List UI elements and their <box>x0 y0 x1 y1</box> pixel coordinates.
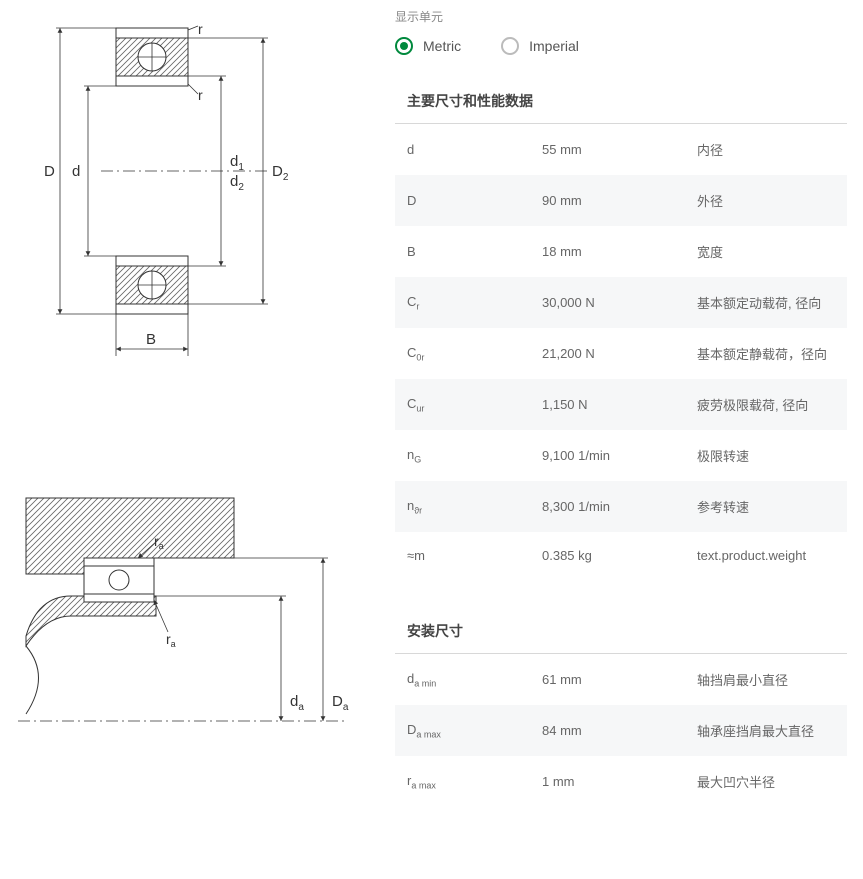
data-row: C0r21,200 N基本额定静载荷，径向 <box>395 328 847 379</box>
row-description: 轴承座挡肩最大直径 <box>697 721 835 740</box>
row-value: 8,300 1/min <box>542 499 697 514</box>
row-symbol: ≈m <box>407 548 542 563</box>
row-value: 1 mm <box>542 774 697 789</box>
row-symbol: Cur <box>407 396 542 414</box>
data-row: d55 mm内径 <box>395 124 847 175</box>
data-row: Cr30,000 N基本额定动载荷, 径向 <box>395 277 847 328</box>
units-heading: 显示单元 <box>395 8 847 25</box>
row-value: 61 mm <box>542 672 697 687</box>
data-row: ra max1 mm最大凹穴半径 <box>395 756 847 807</box>
dim-d1-label: d1 <box>230 153 244 173</box>
row-symbol: Da max <box>407 722 542 740</box>
row-description: 基本额定动载荷, 径向 <box>697 293 835 312</box>
dim-r-bot: r <box>198 87 203 103</box>
row-description: 极限转速 <box>697 446 835 465</box>
row-symbol: nG <box>407 447 542 465</box>
data-row: B18 mm宽度 <box>395 226 847 277</box>
row-description: 内径 <box>697 140 835 159</box>
row-description: 参考转速 <box>697 497 835 516</box>
row-description: 疲劳极限载荷, 径向 <box>697 395 835 414</box>
dim-D2-label: D2 <box>272 163 289 183</box>
section-title: 主要尺寸和性能数据 <box>407 91 847 111</box>
dim-Da-label: Da <box>332 693 349 713</box>
units-radio-group: Metric Imperial <box>395 37 847 55</box>
row-value: 18 mm <box>542 244 697 259</box>
row-symbol: Cr <box>407 294 542 312</box>
radio-imperial-indicator <box>501 37 519 55</box>
row-symbol: nϑr <box>407 498 542 516</box>
row-value: 90 mm <box>542 193 697 208</box>
data-row: da min61 mm轴挡肩最小直径 <box>395 654 847 705</box>
data-row: Cur1,150 N疲劳极限载荷, 径向 <box>395 379 847 430</box>
data-column: 显示单元 Metric Imperial 主要尺寸和性能数据d55 mm内径D9… <box>371 8 847 807</box>
row-symbol: ra max <box>407 773 542 791</box>
data-row: ≈m0.385 kgtext.product.weight <box>395 532 847 579</box>
data-row: D90 mm外径 <box>395 175 847 226</box>
row-description: 最大凹穴半径 <box>697 772 835 791</box>
radio-imperial[interactable]: Imperial <box>501 37 579 55</box>
row-value: 30,000 N <box>542 295 697 310</box>
row-value: 55 mm <box>542 142 697 157</box>
dim-da-label: da <box>290 693 304 713</box>
dim-ra-bot: ra <box>166 631 176 649</box>
diagram-top: D d d1 d2 D2 r r B <box>16 16 371 376</box>
row-description: 宽度 <box>697 242 835 261</box>
radio-imperial-label: Imperial <box>529 38 579 54</box>
row-symbol: B <box>407 244 542 259</box>
row-description: 轴挡肩最小直径 <box>697 670 835 689</box>
row-description: 基本额定静载荷，径向 <box>697 344 835 363</box>
row-description: 外径 <box>697 191 835 210</box>
diagrams-column: D d d1 d2 D2 r r B <box>16 8 371 807</box>
data-row: Da max84 mm轴承座挡肩最大直径 <box>395 705 847 756</box>
dim-d2-label: d2 <box>230 173 244 193</box>
row-value: 21,200 N <box>542 346 697 361</box>
row-symbol: d <box>407 142 542 157</box>
radio-metric-indicator <box>395 37 413 55</box>
dim-r-top: r <box>198 21 203 37</box>
data-row: nG9,100 1/min极限转速 <box>395 430 847 481</box>
row-description: text.product.weight <box>697 548 835 563</box>
row-value: 0.385 kg <box>542 548 697 563</box>
radio-metric[interactable]: Metric <box>395 37 461 55</box>
diagram-bottom: ra ra da Da <box>16 496 371 756</box>
dim-D-label: D <box>44 163 55 180</box>
dim-d-label: d <box>72 163 80 180</box>
dim-B-label: B <box>146 331 156 348</box>
row-symbol: D <box>407 193 542 208</box>
row-value: 1,150 N <box>542 397 697 412</box>
row-value: 84 mm <box>542 723 697 738</box>
radio-metric-label: Metric <box>423 38 461 54</box>
row-symbol: da min <box>407 671 542 689</box>
section-title: 安装尺寸 <box>407 621 847 641</box>
row-value: 9,100 1/min <box>542 448 697 463</box>
data-row: nϑr8,300 1/min参考转速 <box>395 481 847 532</box>
row-symbol: C0r <box>407 345 542 363</box>
